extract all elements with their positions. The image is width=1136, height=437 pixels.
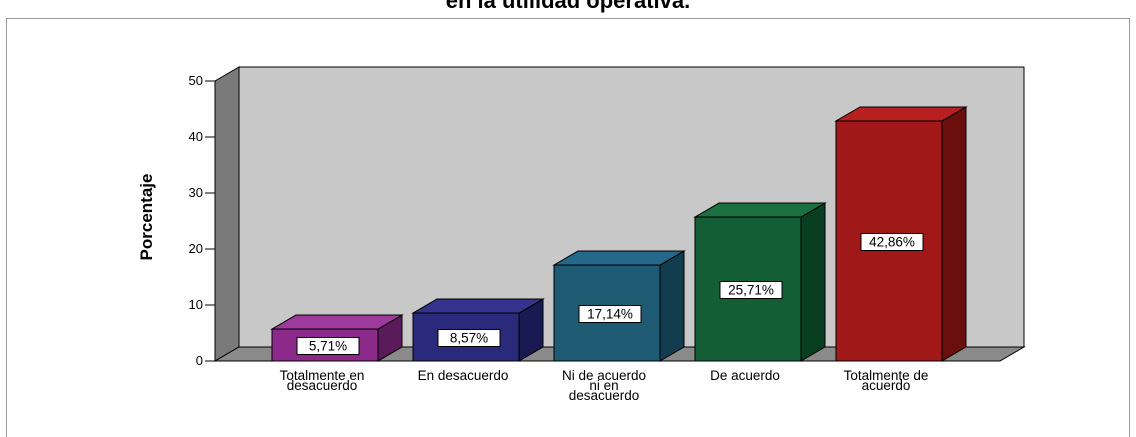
y-axis: 0 10 20 30 40 50 (189, 73, 216, 368)
bar-group: 25,71% (693, 202, 827, 362)
x-tick-label: De acuerdo (710, 368, 780, 383)
y-tick-label: 20 (189, 241, 203, 256)
bar-top (552, 250, 686, 266)
x-tick-label-line: Totalmente de (844, 368, 929, 383)
bar-top (693, 202, 827, 218)
bar-group: 8,57% (411, 298, 545, 362)
y-tick-label: 40 (189, 129, 203, 144)
y-axis-label: Porcentaje (137, 174, 156, 261)
bar-side (800, 202, 826, 362)
x-tick-label-line: desacuerdo (287, 378, 358, 393)
x-tick-label: Totalmente en desacuerdo (280, 368, 365, 393)
data-label: 17,14% (587, 307, 633, 322)
x-tick-label-line: ni en (589, 378, 618, 393)
x-tick-label-line: desacuerdo (569, 388, 640, 403)
y-tick-label: 0 (196, 353, 203, 368)
bar (694, 216, 802, 362)
x-tick-label-line: En desacuerdo (418, 368, 509, 383)
bars: 5,71% 8,57% 17,14% 25,71% 42,86% (270, 106, 968, 362)
bar-top (834, 106, 968, 122)
data-label-box (860, 232, 924, 251)
data-label: 42,86% (869, 234, 915, 249)
x-tick-label: Ni de acuerdo ni en desacuerdo (562, 368, 646, 403)
bar-side (659, 250, 685, 362)
x-tick-label: Totalmente de acuerdo (844, 368, 929, 393)
data-label: 25,71% (728, 283, 774, 298)
bar-top (270, 314, 404, 330)
x-tick-label-line: De acuerdo (710, 368, 780, 383)
y-tick-label: 50 (189, 73, 203, 88)
chart-title: en la utilidad operativa. (445, 0, 691, 13)
bar-side (941, 106, 967, 362)
x-tick-label-line: Ni de acuerdo (562, 368, 646, 383)
data-label-box (578, 305, 642, 324)
x-tick-label: En desacuerdo (418, 368, 509, 383)
chart-frame (6, 18, 1130, 437)
x-tick-label-line: Totalmente en (280, 368, 365, 383)
bar-group: 17,14% (552, 250, 686, 362)
data-label-box (437, 329, 501, 348)
bar-top (411, 298, 545, 314)
y-tick-label: 30 (189, 185, 203, 200)
left-wall (214, 66, 240, 362)
y-tick-label: 10 (189, 297, 203, 312)
bar-group: 42,86% (834, 106, 968, 362)
data-label-box (719, 281, 783, 300)
data-label: 8,57% (450, 331, 488, 346)
bar-group: 5,71% (270, 314, 404, 362)
x-tick-label-line: acuerdo (862, 378, 911, 393)
data-label: 5,71% (309, 339, 347, 354)
data-label-box (296, 337, 360, 356)
